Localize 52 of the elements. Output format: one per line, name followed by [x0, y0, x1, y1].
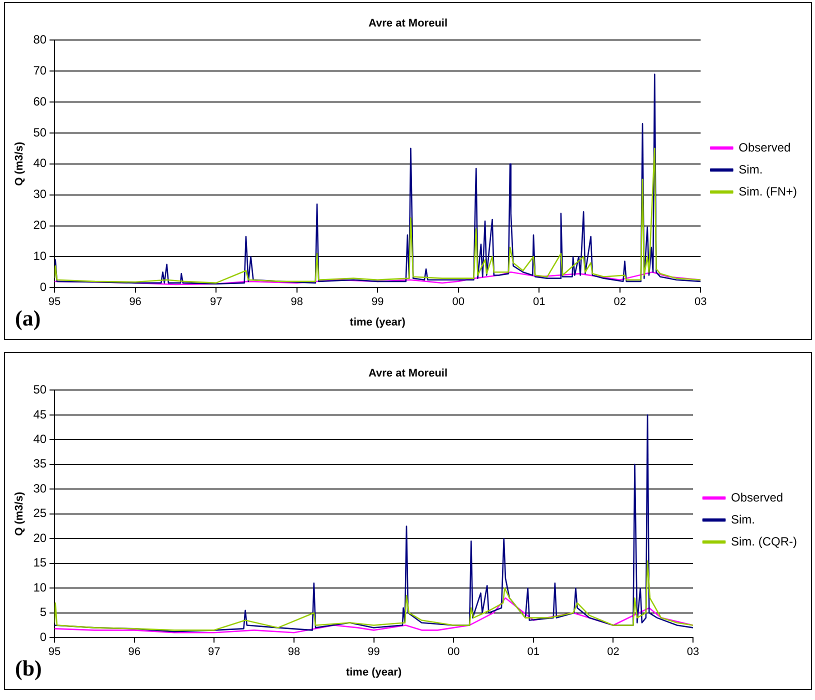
legend-label: Sim.	[731, 512, 756, 526]
x-tick-label: 99	[368, 646, 380, 658]
legend-label: Sim. (CQR-)	[731, 534, 798, 548]
x-tick-label: 02	[607, 646, 620, 658]
y-axis-title: Q (m3/s)	[14, 142, 26, 186]
x-tick-label: 96	[129, 296, 142, 308]
y-tick-label: 20	[33, 218, 47, 232]
y-tick-label: 0	[40, 280, 47, 294]
x-tick-label: 97	[208, 646, 220, 658]
legend-label: Observed	[738, 140, 791, 154]
y-tick-label: 0	[40, 630, 47, 644]
x-tick-label: 03	[694, 296, 707, 308]
x-tick-label: 02	[614, 296, 626, 308]
x-tick-label: 00	[447, 646, 460, 658]
y-tick-label: 30	[33, 481, 47, 496]
y-tick-label: 60	[33, 94, 47, 108]
chart-title: Avre at Moreuil	[368, 368, 448, 380]
x-tick-label: 96	[128, 646, 140, 658]
y-tick-label: 40	[33, 156, 47, 170]
y-tick-label: 40	[33, 432, 47, 446]
y-tick-label: 25	[33, 506, 47, 520]
y-tick-label: 45	[33, 407, 47, 422]
x-tick-label: 95	[48, 296, 61, 308]
y-tick-label: 20	[33, 530, 47, 545]
chart-title: Avre at Moreuil	[368, 18, 448, 30]
y-tick-label: 50	[33, 382, 47, 397]
x-tick-label: 03	[686, 646, 700, 658]
y-tick-label: 50	[33, 125, 47, 140]
y-tick-label: 10	[33, 580, 47, 594]
y-tick-label: 15	[33, 556, 47, 570]
legend-label: Observed	[731, 490, 784, 504]
y-tick-label: 5	[40, 605, 47, 620]
y-axis-title: Q (m3/s)	[14, 492, 26, 536]
legend-label: Sim. (FN+)	[738, 184, 798, 198]
y-tick-label: 35	[33, 456, 47, 471]
x-tick-label: 98	[290, 296, 303, 308]
text: (a)	[15, 306, 41, 331]
y-tick-label: 10	[33, 248, 47, 263]
x-tick-label: 01	[527, 646, 540, 658]
text: (b)	[15, 656, 42, 681]
x-axis-title: time (year)	[350, 316, 406, 328]
legend-label: Sim.	[738, 162, 763, 176]
x-tick-label: 01	[533, 296, 546, 308]
y-tick-label: 80	[33, 32, 47, 47]
x-tick-label: 00	[452, 296, 464, 308]
x-tick-label: 95	[48, 646, 61, 658]
x-axis-title: time (year)	[346, 666, 402, 678]
y-tick-label: 70	[33, 63, 47, 78]
x-tick-label: 97	[210, 296, 222, 308]
y-tick-label: 30	[33, 187, 47, 202]
x-tick-label: 98	[288, 646, 300, 658]
x-tick-label: 99	[371, 296, 384, 308]
